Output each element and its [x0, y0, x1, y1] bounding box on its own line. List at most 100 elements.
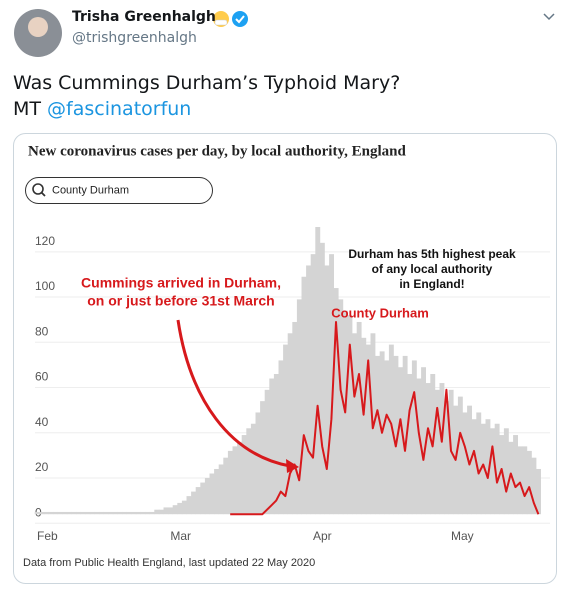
area-band	[168, 507, 173, 515]
area-band	[158, 509, 164, 515]
area-band	[411, 360, 417, 515]
area-band	[140, 511, 146, 515]
series-label: County Durham	[331, 305, 429, 320]
area-band	[200, 482, 206, 515]
tweet-prefix: MT	[13, 98, 41, 120]
area-band	[131, 511, 137, 515]
area-band	[333, 288, 339, 515]
area-band	[526, 450, 532, 515]
area-band	[476, 412, 482, 515]
area-band	[434, 389, 440, 515]
search-icon	[32, 183, 44, 195]
area-band	[347, 315, 353, 515]
area-band	[439, 383, 445, 515]
area-band	[232, 446, 238, 515]
area-band	[255, 412, 261, 515]
area-band	[204, 478, 210, 515]
tweet-text-line: MT @fascinatorfun	[13, 98, 191, 120]
header-graphics	[14, 9, 555, 57]
area-band	[186, 496, 192, 515]
display-name[interactable]: Trisha Greenhalgh	[72, 9, 216, 25]
annotation: Durham has 5th highest peak	[348, 247, 516, 261]
area-band	[398, 367, 403, 515]
area-band	[375, 355, 380, 515]
area-band	[513, 435, 518, 515]
x-tick-label: Mar	[170, 529, 191, 543]
area-band	[34, 511, 40, 515]
area-band	[85, 511, 91, 515]
area-band	[296, 299, 302, 515]
y-tick-label: 100	[35, 279, 55, 293]
area-band	[315, 227, 321, 515]
area-band	[319, 242, 325, 515]
area-band	[122, 511, 127, 515]
area-band	[195, 487, 201, 515]
area-band	[103, 511, 109, 515]
area-band	[80, 511, 86, 515]
y-tick-label: 20	[35, 460, 49, 474]
area-band	[149, 511, 155, 515]
annotation-arrow	[176, 319, 291, 468]
area-band	[292, 321, 298, 515]
y-tick-label: 60	[35, 370, 49, 384]
area-band	[485, 419, 491, 515]
y-tick-label: 120	[35, 234, 55, 248]
area-band	[324, 265, 330, 515]
area-band	[126, 511, 132, 515]
card[interactable]	[13, 133, 557, 584]
area-band	[135, 511, 141, 515]
area-band	[361, 337, 367, 515]
area-band	[48, 511, 54, 515]
menu-chevron[interactable]	[543, 13, 555, 21]
area-band	[214, 468, 219, 515]
area-band	[393, 355, 399, 515]
area-band	[536, 468, 541, 515]
area-band	[53, 511, 58, 515]
tweet-text: Was Cummings Durham’s Typhoid Mary?	[13, 72, 401, 94]
area-band	[352, 333, 357, 515]
annotation: of any local authority	[372, 262, 493, 276]
area-band	[250, 423, 256, 515]
area-band	[402, 355, 408, 515]
area-band	[356, 321, 362, 515]
area-band	[154, 509, 160, 515]
area-band	[416, 378, 422, 515]
area-band	[76, 511, 81, 515]
area-band	[329, 254, 334, 515]
area-band	[471, 419, 477, 515]
area-band	[89, 511, 95, 515]
area-band	[480, 423, 486, 515]
mention-link[interactable]: @fascinatorfun	[47, 98, 192, 120]
area-band	[490, 428, 495, 515]
y-tick-label: 80	[35, 324, 49, 338]
area-band	[218, 464, 224, 515]
area-band	[467, 405, 472, 515]
annotation: in England!	[399, 277, 464, 291]
emoji-mask	[214, 19, 228, 26]
annotation: on or just before 31st March	[87, 293, 274, 309]
area-band	[99, 511, 104, 515]
area-band	[145, 511, 150, 515]
handle[interactable]: @trishgreenhalgh	[72, 30, 197, 46]
area-band	[181, 500, 187, 515]
y-tick-label: 40	[35, 415, 49, 429]
search-box[interactable]	[25, 177, 213, 204]
area-band	[108, 511, 114, 515]
verified-badge	[232, 11, 248, 27]
area-band	[269, 378, 275, 515]
area-band	[117, 511, 123, 515]
area-band	[191, 491, 196, 515]
area-band	[421, 367, 426, 515]
area-band	[66, 511, 72, 515]
area-band	[62, 511, 68, 515]
area-band	[531, 457, 537, 515]
search-icon-handle	[40, 191, 46, 197]
area-band	[462, 412, 468, 515]
area-band	[177, 502, 183, 515]
verified-check	[235, 15, 245, 24]
area-band	[508, 441, 514, 515]
area-band	[287, 333, 293, 515]
area-band	[503, 428, 509, 515]
